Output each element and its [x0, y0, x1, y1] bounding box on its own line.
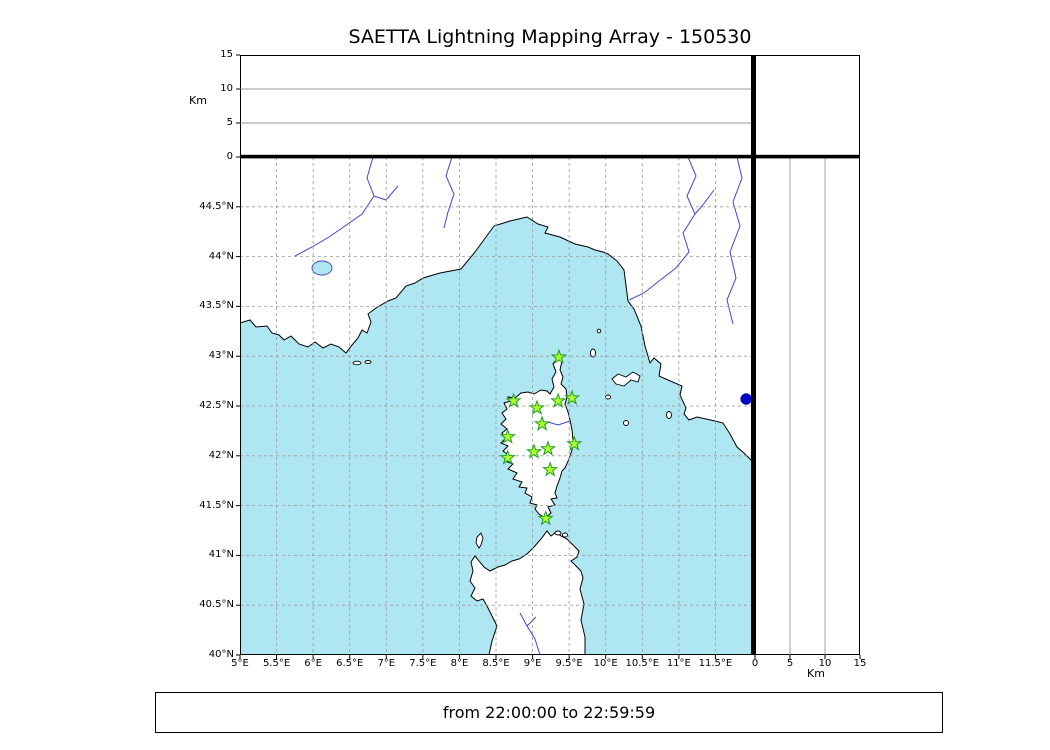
- lat-tick-label: 40°N: [208, 649, 234, 660]
- station-marker: [533, 415, 551, 431]
- time-range-box: from 22:00:00 to 22:59:59: [155, 692, 943, 733]
- station-marker: [499, 428, 516, 444]
- event-marker: [740, 393, 752, 405]
- lat-tick-label: 40.5°N: [199, 599, 234, 611]
- lon-tick-label: 7.5°E: [409, 658, 437, 669]
- lat-tick-label: 41.5°N: [199, 499, 234, 511]
- pianosa-island: [605, 394, 611, 400]
- alt-tick-label-bottom: 15: [853, 658, 867, 669]
- alt-tick-label-bottom: 0: [751, 658, 759, 669]
- etang-de-berre-lake: [311, 260, 333, 276]
- river-arno: [628, 157, 697, 301]
- figure-title: SAETTA Lightning Mapping Array - 150530: [348, 26, 752, 48]
- lon-tick-label: 5.5°E: [262, 658, 291, 669]
- capraia-island: [590, 348, 596, 358]
- altitude-latitude-panel: [755, 157, 860, 655]
- station-marker: [566, 435, 583, 451]
- lon-tick-label: 11.5°E: [698, 658, 733, 669]
- lat-tick-label: 42°N: [208, 449, 234, 461]
- river-golo: [547, 420, 571, 426]
- axis-tick-marks: [236, 54, 861, 659]
- station-marker: [563, 389, 581, 405]
- hyeres-island-2: [364, 360, 372, 364]
- panel-gridlines: [240, 88, 826, 655]
- alt-tick-label-bottom: 5: [786, 658, 794, 669]
- altitude-axis-label-bottom: Km: [807, 667, 825, 680]
- river-var: [443, 157, 455, 229]
- asinara-island: [475, 532, 484, 549]
- river-sardinia: [519, 612, 541, 655]
- continental-coast-landmass: [240, 157, 752, 462]
- lon-tick-label: 7°E: [377, 658, 396, 669]
- station-marker: [505, 392, 522, 408]
- altitude-axis-label-left: Km: [189, 94, 207, 107]
- map-gridlines: [240, 157, 752, 655]
- river-durance: [294, 157, 375, 257]
- montecristo-island: [623, 420, 629, 426]
- giglio-island: [666, 411, 672, 419]
- station-marker: [542, 461, 559, 477]
- river-arno-branch: [694, 189, 715, 215]
- lat-tick-label: 44.5°N: [199, 200, 234, 212]
- alt-tick-label-left: 5: [226, 117, 233, 128]
- station-marker: [499, 449, 516, 465]
- altitude-histogram-panel: [755, 55, 860, 157]
- lon-tick-label: 10.5°E: [625, 658, 660, 669]
- altitude-longitude-panel: [240, 55, 752, 157]
- station-marker: [528, 399, 546, 415]
- lon-tick-label: 5°E: [231, 658, 249, 669]
- gorgona-island: [596, 328, 602, 334]
- lat-tick-label: 43.5°N: [199, 300, 234, 312]
- lon-tick-label: 10°E: [593, 658, 618, 669]
- station-marker: [550, 392, 567, 408]
- alt-tick-label-left: 0: [226, 151, 233, 162]
- time-range-text: from 22:00:00 to 22:59:59: [442, 703, 656, 722]
- lon-tick-label: 8°E: [450, 658, 469, 669]
- map-markers: [499, 348, 752, 526]
- station-marker: [537, 509, 554, 526]
- thick-horizontal-separator: [240, 154, 860, 159]
- maddalena-island: [554, 530, 562, 536]
- lon-tick-label: 11°E: [666, 658, 691, 669]
- station-marker: [525, 443, 543, 459]
- river-tiber: [726, 157, 743, 325]
- sardinia-landmass: [469, 530, 586, 655]
- lon-tick-label: 9°E: [523, 658, 542, 669]
- corsica-landmass: [500, 355, 574, 519]
- lat-tick-label: 43°N: [208, 350, 234, 362]
- river-sardinia-branch: [526, 616, 537, 627]
- lon-tick-label: 9.5°E: [555, 658, 583, 669]
- thick-vertical-separator: [751, 55, 755, 655]
- elba-island: [611, 371, 641, 387]
- alt-tick-label-left: 15: [220, 49, 233, 60]
- map-panel: [240, 157, 752, 655]
- lon-tick-label: 6°E: [304, 658, 322, 669]
- hyeres-island-1: [352, 360, 362, 366]
- station-marker: [539, 440, 557, 456]
- station-marker: [550, 348, 568, 365]
- lat-tick-label: 44°N: [208, 250, 234, 262]
- alt-tick-label-bottom: 10: [818, 658, 832, 669]
- lon-tick-label: 6.5°E: [336, 658, 364, 669]
- lat-tick-label: 42.5°N: [199, 400, 234, 411]
- caprera-island: [562, 532, 568, 538]
- lon-tick-label: 8.5°E: [482, 658, 510, 669]
- alt-tick-label-left: 10: [220, 83, 233, 94]
- lat-tick-label: 41°N: [208, 549, 234, 561]
